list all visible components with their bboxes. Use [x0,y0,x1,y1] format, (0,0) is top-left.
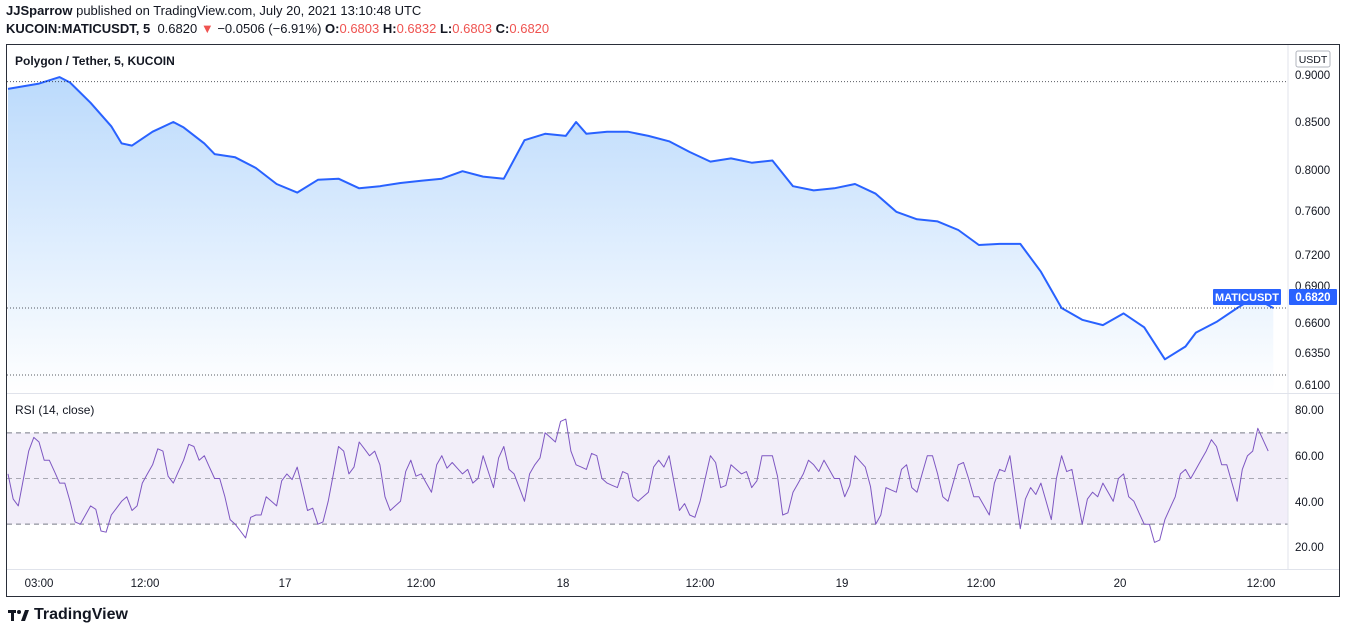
symbol-tag-label: MATICUSDT [1215,292,1279,304]
rsi-tick-label: 20.00 [1295,542,1324,554]
low-value: 0.6803 [452,21,493,36]
publish-info: JJSparrow published on TradingView.com, … [6,3,421,18]
close-value: 0.6820 [509,21,550,36]
price-tick-label: 0.6100 [1295,380,1330,392]
time-tick-label: 03:00 [25,578,54,590]
symbol-label: KUCOIN:MATICUSDT, 5 [6,21,151,36]
currency-label: USDT [1299,54,1328,66]
time-tick-label: 18 [557,578,570,590]
ohlc-bar: KUCOIN:MATICUSDT, 5 0.6820 ▼ −0.0506 (−6… [6,21,549,36]
price-tick-label: 0.6350 [1295,348,1330,360]
tv-logo-icon [8,610,29,621]
time-tick-label: 17 [279,578,292,590]
price-area-fill [8,77,1274,393]
time-tick-label: 12:00 [967,578,996,590]
price-tick-label: 0.6600 [1295,318,1330,330]
time-tick-label: 12:00 [686,578,715,590]
time-tick-label: 12:00 [407,578,436,590]
price-tick-label: 0.7600 [1295,206,1330,218]
open-label: O: [325,21,340,36]
rsi-tick-label: 80.00 [1295,405,1324,417]
time-tick-label: 12:00 [131,578,160,590]
open-value: 0.6803 [339,21,380,36]
price-tick-label: 0.8500 [1295,117,1330,129]
rsi-title: RSI (14, close) [15,403,94,417]
rsi-series-line[interactable] [7,418,1269,543]
price-tick-label: 0.8000 [1295,165,1330,177]
currency-badge[interactable] [1295,50,1331,68]
author-name[interactable]: JJSparrow [6,3,73,18]
last-price-value: 0.6820 [1295,292,1330,304]
close-label: C: [495,21,510,36]
down-arrow-icon: ▼ [200,21,214,36]
price-tick-label: 0.9000 [1295,70,1330,82]
last-price: 0.6820 [157,21,198,36]
price-tick-label: 0.7200 [1295,250,1330,262]
high-label: H: [382,21,397,36]
symbol-tag-badge [1213,289,1281,305]
chart-frame[interactable] [6,44,1340,597]
time-tick-label: 12:00 [1247,578,1276,590]
rsi-tick-label: 60.00 [1295,451,1324,463]
time-tick-label: 20 [1114,578,1127,590]
logo-text: TradingView [34,606,128,623]
rsi-tick-label: 40.00 [1295,497,1324,509]
price-series-line[interactable] [7,76,1274,361]
time-tick-label: 19 [836,578,849,590]
high-value: 0.6832 [396,21,437,36]
published-text: published on TradingView.com, July 20, 2… [72,3,422,18]
last-price-badge [1289,289,1337,305]
low-label: L: [439,21,453,36]
chart-title: Polygon / Tether, 5, KUCOIN [15,54,175,68]
price-change: −0.0506 (−6.91%) [217,21,322,36]
tradingview-logo[interactable]: TradingView [8,606,128,624]
